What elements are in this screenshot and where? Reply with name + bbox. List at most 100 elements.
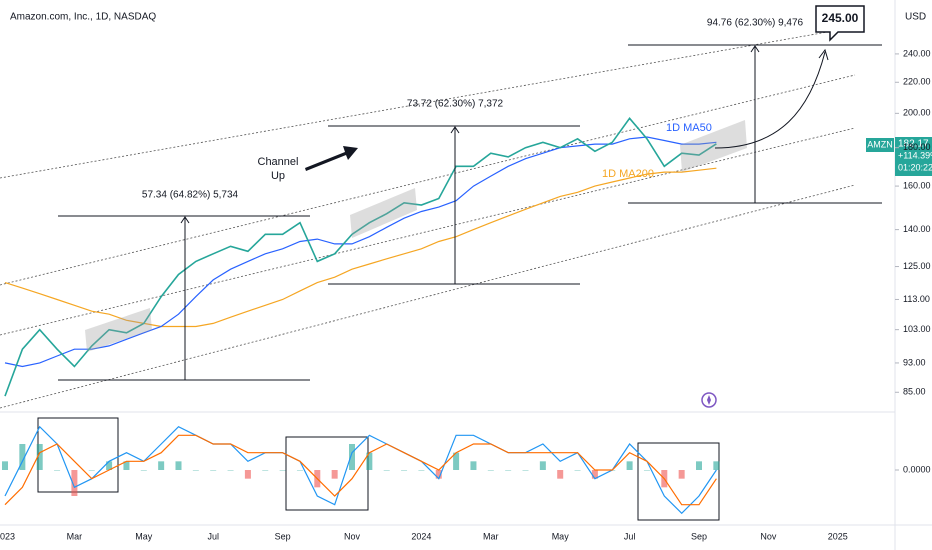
- arrow-head: [180, 216, 190, 224]
- countdown-label: 01:20:22: [898, 162, 932, 172]
- flag-box: [350, 188, 417, 238]
- histogram-bar: [626, 461, 633, 470]
- x-tick-label: May: [552, 531, 570, 541]
- flag-box: [85, 308, 152, 352]
- histogram-bar: [54, 470, 61, 471]
- x-tick-label: Mar: [483, 531, 499, 541]
- histogram-bar: [2, 461, 8, 470]
- histogram-bar: [227, 470, 234, 471]
- flag-box: [680, 120, 747, 172]
- y-tick-label: 240.00: [903, 48, 931, 58]
- series-line: [4, 167, 717, 328]
- y-tick-label: 113.00: [903, 294, 930, 304]
- series-line: [4, 117, 717, 397]
- histogram-bar: [539, 461, 546, 470]
- target-label: 245.00: [822, 11, 859, 25]
- histogram-bar: [591, 470, 598, 479]
- histogram-bar: [418, 470, 425, 471]
- y-tick-label: 103.00: [903, 324, 931, 334]
- histogram-bar: [71, 470, 78, 496]
- price-tag: [895, 137, 932, 176]
- y-tick-label: 140.00: [903, 224, 931, 234]
- histogram-bar: [244, 470, 251, 479]
- x-tick-label: Jul: [624, 531, 636, 541]
- histogram-bar: [106, 461, 113, 470]
- change-label: +114.39%: [898, 150, 932, 160]
- measure-label: 94.76 (62.30%) 9,476: [707, 18, 804, 29]
- y-tick-label: 125.00: [903, 261, 931, 271]
- x-tick-label: Sep: [275, 531, 291, 541]
- pattern-label: Up: [271, 170, 285, 182]
- macd-line: [4, 425, 717, 515]
- histogram-bar: [383, 470, 390, 471]
- histogram-bar: [262, 470, 269, 471]
- y-tick-label: 93.00: [903, 357, 926, 367]
- histogram-bar: [123, 461, 130, 470]
- histogram-bar: [643, 470, 650, 471]
- histogram-bar: [192, 470, 199, 471]
- x-tick-label: May: [135, 531, 153, 541]
- symbol-label: AMZN: [867, 139, 893, 149]
- channel-line: [0, 184, 856, 409]
- x-tick-label: 2024: [411, 531, 431, 541]
- pattern-arrow: [305, 146, 358, 171]
- histogram-bar: [19, 444, 26, 470]
- icon-glyph: [707, 395, 711, 405]
- y-tick-label: 200.00: [903, 108, 931, 118]
- histogram-bar: [175, 461, 182, 470]
- histogram-bar: [557, 470, 564, 479]
- histogram-bar: [453, 452, 460, 470]
- histogram-bar: [713, 461, 720, 470]
- measure-label: 57.34 (64.82%) 5,734: [142, 190, 239, 201]
- x-tick-label: Nov: [344, 531, 361, 541]
- histogram-bar: [349, 444, 355, 470]
- currency: USD: [905, 12, 926, 23]
- arrow-head: [450, 126, 460, 134]
- x-tick-label: Mar: [67, 531, 83, 541]
- measure-label: 73.72 (62.30%) 7,372: [407, 99, 504, 110]
- channel-line: [0, 127, 856, 336]
- histogram-bar: [279, 470, 286, 471]
- arrow-head: [750, 45, 760, 53]
- x-tick-label: Nov: [760, 531, 777, 541]
- y-tick-label: 0.0000: [903, 464, 931, 474]
- channel: [0, 27, 856, 409]
- histogram-bar: [435, 470, 442, 479]
- y-tick-label: 160.00: [903, 180, 931, 190]
- x-tick-label: Sep: [691, 531, 707, 541]
- histogram-bar: [158, 461, 165, 470]
- histogram-bar: [696, 461, 702, 470]
- histogram-bar: [210, 470, 217, 471]
- chart-title: Amazon.com, Inc., 1D, NASDAQ: [10, 12, 156, 23]
- x-tick-label: 2025: [828, 531, 848, 541]
- histogram-bar: [522, 470, 529, 471]
- icon[interactable]: [701, 392, 717, 408]
- highlight-box: [637, 442, 720, 521]
- measures: [58, 44, 882, 381]
- histogram-bar: [574, 470, 581, 471]
- y-tick-label: 180.00: [903, 142, 931, 152]
- series-line: [4, 136, 717, 368]
- ma50-label: 1D MA50: [666, 122, 712, 134]
- x-tick-label: Jul: [207, 531, 219, 541]
- histogram-bar: [470, 461, 477, 470]
- histogram-bar: [505, 470, 512, 471]
- histogram-bar: [366, 452, 373, 470]
- arrow-head: [818, 48, 829, 61]
- y-tick-label: 220.00: [903, 77, 931, 87]
- histogram-bar: [88, 470, 95, 471]
- channel-line: [0, 74, 856, 286]
- histogram-bar: [296, 470, 303, 471]
- histogram-bar: [487, 470, 494, 471]
- signal-line: [4, 434, 717, 506]
- x-tick-label: 2023: [0, 531, 15, 541]
- histogram-bar: [331, 470, 338, 479]
- y-tick-label: 85.00: [903, 387, 926, 397]
- ma200-label: 1D MA200: [602, 168, 654, 180]
- histogram-bar: [678, 470, 685, 479]
- flags: [85, 120, 747, 352]
- last-price: 182.17: [898, 139, 929, 150]
- highlight-box: [285, 436, 369, 511]
